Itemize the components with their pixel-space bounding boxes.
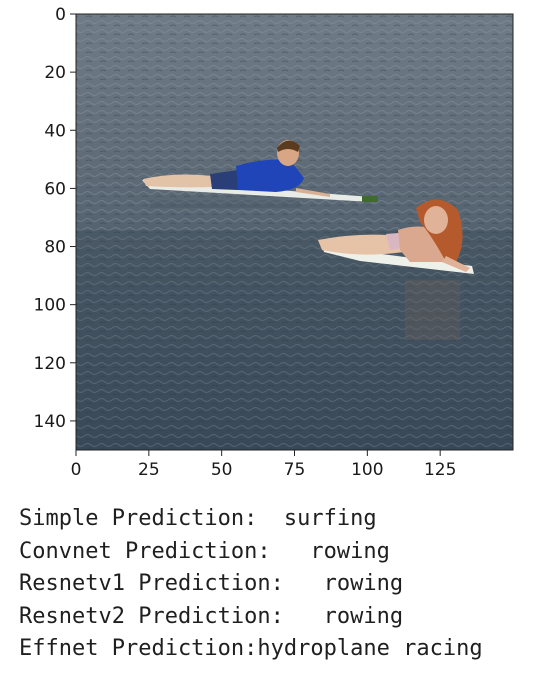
- effnet-prediction-line: Effnet Prediction:hydroplane racing: [19, 636, 483, 661]
- prediction-output: Simple Prediction: surfing Convnet Predic…: [19, 503, 483, 666]
- simple-prediction-line: Simple Prediction: surfing: [19, 506, 377, 531]
- x-tick-label: 125: [424, 460, 456, 480]
- y-axis: 0 20 40 60 80 100 120 140: [34, 5, 76, 432]
- y-tick-label: 40: [44, 121, 66, 141]
- y-tick-label: 100: [34, 296, 66, 316]
- y-tick-label: 60: [44, 179, 66, 199]
- y-tick-label: 0: [55, 5, 66, 25]
- y-tick-label: 120: [34, 354, 66, 374]
- x-tick-label: 25: [138, 460, 160, 480]
- x-tick-label: 75: [284, 460, 306, 480]
- y-tick-label: 20: [44, 63, 66, 83]
- x-tick-label: 0: [71, 460, 82, 480]
- x-tick-label: 100: [351, 460, 383, 480]
- convnet-prediction-line: Convnet Prediction: rowing: [19, 538, 390, 564]
- x-tick-label: 50: [211, 460, 233, 480]
- resnetv1-prediction-line: Resnetv1 Prediction: rowing: [19, 571, 404, 596]
- girl-on-surfboard: [318, 199, 474, 274]
- resnetv2-prediction-line: Resnetv2 Prediction: rowing: [19, 603, 404, 629]
- y-tick-label: 140: [34, 412, 66, 432]
- x-axis: 0 25 50 75 100 125: [71, 450, 456, 480]
- boy-on-surfboard: [142, 140, 378, 202]
- y-tick-label: 80: [44, 238, 66, 258]
- image-plot: 0 25 50 75 100 125 0 20 40 60 80 100 120 140: [34, 5, 514, 480]
- photo: [76, 14, 513, 450]
